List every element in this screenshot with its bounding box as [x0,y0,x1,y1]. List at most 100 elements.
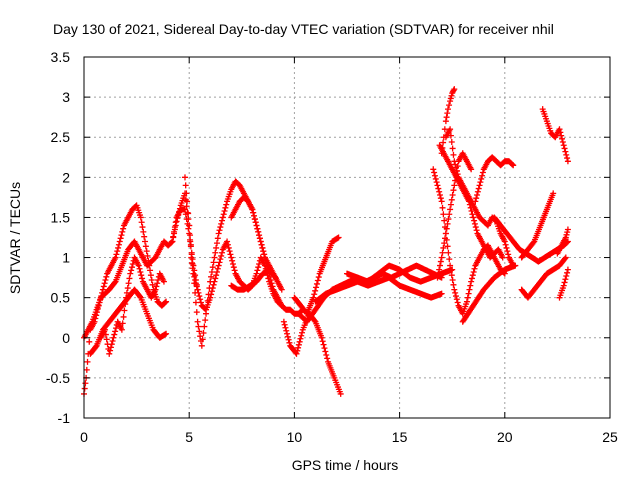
data-point [509,161,516,168]
data-point [558,132,565,139]
series-s19 [438,86,458,157]
data-point [313,284,320,291]
data-point [453,296,460,303]
series-s26 [556,266,571,301]
data-point [203,310,210,317]
data-point [249,206,256,213]
data-point [449,191,456,198]
data-point [479,172,486,179]
data-point [318,334,325,341]
data-point [115,241,122,248]
data-point [100,283,107,290]
data-point [176,208,183,215]
data-point [102,331,109,338]
data-point [221,208,228,215]
data-point [321,345,328,352]
data-point [86,338,93,345]
data-point [471,217,478,224]
data-point [444,220,451,227]
x-tick-label: 15 [392,429,408,445]
data-point [111,331,118,338]
data-point [185,225,192,232]
data-point [299,329,306,336]
data-point [212,249,219,256]
data-point [108,341,115,348]
data-point [251,216,258,223]
data-point [436,188,443,195]
data-point [452,289,459,296]
data-point [216,227,223,234]
series-s11 [291,234,342,317]
data-point [505,251,512,258]
data-point [464,294,471,301]
data-point [163,330,170,337]
data-point [439,204,446,211]
data-point [468,275,475,282]
data-point [231,267,238,274]
data-point [213,244,220,251]
data-point [450,281,457,288]
data-point [230,264,237,271]
data-point [215,230,222,237]
data-point [98,293,105,300]
data-point [141,233,148,240]
data-point [174,215,181,222]
data-point [435,185,442,192]
data-point [209,264,216,271]
data-point [254,267,261,274]
data-point [125,280,132,287]
data-point [452,161,459,168]
data-point [450,87,457,94]
data-point [224,238,231,245]
data-point [212,275,219,282]
data-point [172,222,179,229]
data-point [196,293,203,300]
y-tick-label: -0.5 [46,370,70,386]
data-point [226,248,233,255]
data-point [311,291,318,298]
data-point [203,304,210,311]
data-point [138,219,145,226]
data-point [564,266,571,273]
ticks-layer: 0 5 10 15 20 25 -1 -0.5 0 0.5 1 1.5 2 2.5 3 3.5 [46,49,618,445]
data-point [192,299,199,306]
data-point [438,254,445,261]
data-points-layer [81,86,571,397]
data-point [107,344,114,351]
data-point [260,248,267,255]
data-point [431,169,438,176]
data-point [139,224,146,231]
data-point [434,182,441,189]
data-point [220,211,227,218]
data-point [502,241,509,248]
data-point [214,265,221,272]
data-point [447,95,454,102]
data-point [504,248,511,255]
data-point [222,204,229,211]
data-point [119,228,126,235]
data-point [271,273,278,280]
data-point [94,305,101,312]
data-point [559,139,566,146]
data-point [102,277,109,284]
data-point [187,238,194,245]
data-point [137,214,144,221]
data-point [193,309,200,316]
data-point [476,182,483,189]
data-point [561,279,568,286]
data-point [211,254,218,261]
data-point [173,218,180,225]
data-point [112,254,119,261]
data-point [471,265,478,272]
data-point [251,212,258,219]
data-point [445,216,452,223]
data-point [154,280,161,287]
data-point [210,259,217,266]
data-point [256,260,263,267]
data-point [128,267,135,274]
data-point [92,343,99,350]
data-point [253,270,260,277]
data-point [120,225,127,232]
data-point [140,228,147,235]
